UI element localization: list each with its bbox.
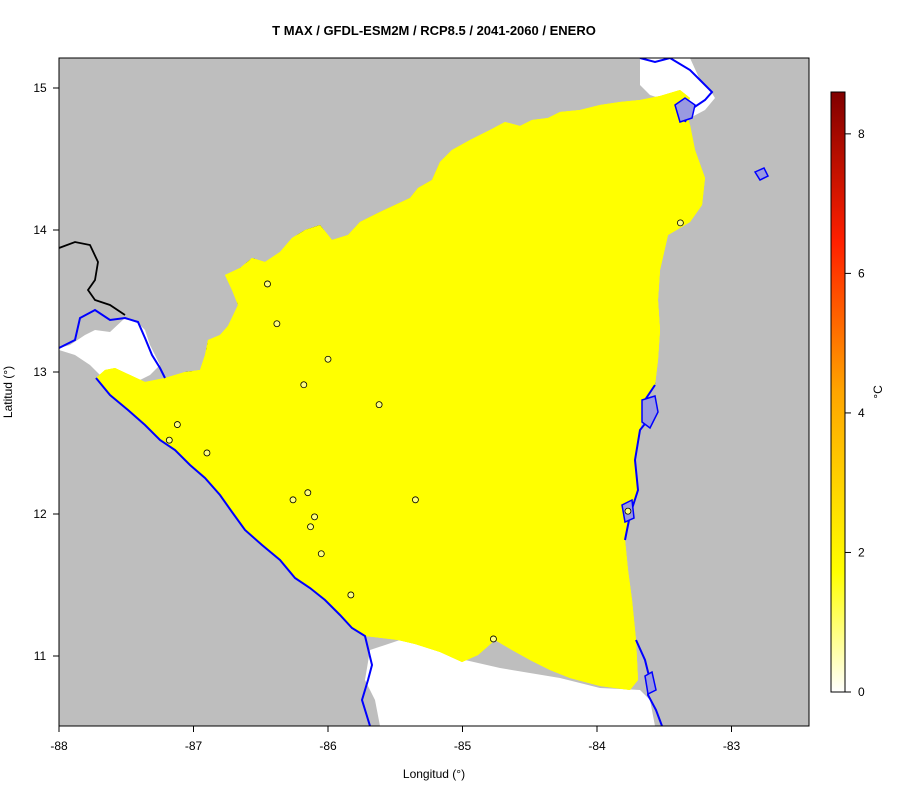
station-marker-17 [676,219,684,227]
station-marker-15 [490,635,497,643]
colorbar-tick-label-1: 2 [858,545,865,559]
colorbar-tick-label-2: 4 [858,406,865,420]
plot-frame [58,57,810,727]
station-marker-7 [203,449,211,457]
x-tick-label-1: -87 [185,739,203,753]
station-marker-5 [173,421,181,428]
colorbar-tick-label-0: 0 [858,685,865,699]
station-marker-4 [375,401,383,409]
y-tick-label-4: 15 [33,81,47,95]
station-marker-6 [165,436,173,444]
lagoon-pearl [641,395,659,430]
caribbean-white-area [640,58,715,118]
y-axis: 11 12 13 14 15 [33,81,59,663]
y-tick-label-2: 13 [33,365,47,379]
lagoons [621,97,770,696]
x-tick-label-4: -84 [588,739,606,753]
station-marker-14 [412,496,419,504]
colorbar-ramp [830,91,846,693]
y-tick-label-3: 14 [33,223,47,237]
lagoon-bismuna [674,97,696,123]
gulf-of-fonseca-water [59,318,160,380]
colorbar-tick-label-4: 8 [858,127,865,141]
station-marker-11 [307,523,314,531]
honduras-border [59,241,126,316]
x-axis-label: Longitud (°) [403,767,465,781]
x-tick-label-0: -88 [50,739,68,753]
station-marker-3 [300,381,308,389]
station-marker-1 [273,320,281,328]
lagoon-sj [644,670,657,696]
y-axis-label: Latitud (°) [1,366,15,418]
x-axis: -88 -87 -86 -85 -84 -83 [50,726,740,753]
station-marker-13 [347,591,355,599]
station-markers [165,219,684,643]
colorbar: 0 2 4 6 8 °C [830,91,885,699]
pacific-coast [95,377,374,726]
x-tick-label-5: -83 [723,739,741,753]
map-title: T MAX / GFDL-ESM2M / RCP8.5 / 2041-2060 … [272,23,596,38]
station-marker-0 [264,280,271,288]
x-tick-label-3: -85 [454,739,472,753]
y-tick-label-1: 12 [33,507,47,521]
colorbar-unit: °C [871,385,885,399]
costa-rica-white-area [365,640,655,726]
station-marker-9 [304,489,312,497]
station-marker-16 [624,507,632,515]
fonseca-coast [59,308,166,379]
x-tick-label-2: -86 [319,739,337,753]
y-tick-label-0: 11 [34,649,47,663]
station-marker-12 [317,550,325,558]
station-marker-10 [311,513,318,521]
island-cayos [753,167,770,181]
colorbar-tick-label-3: 6 [858,266,865,280]
station-marker-2 [324,355,332,363]
station-marker-8 [289,496,297,504]
colorbar-ticks: 0 2 4 6 8 [845,127,865,699]
